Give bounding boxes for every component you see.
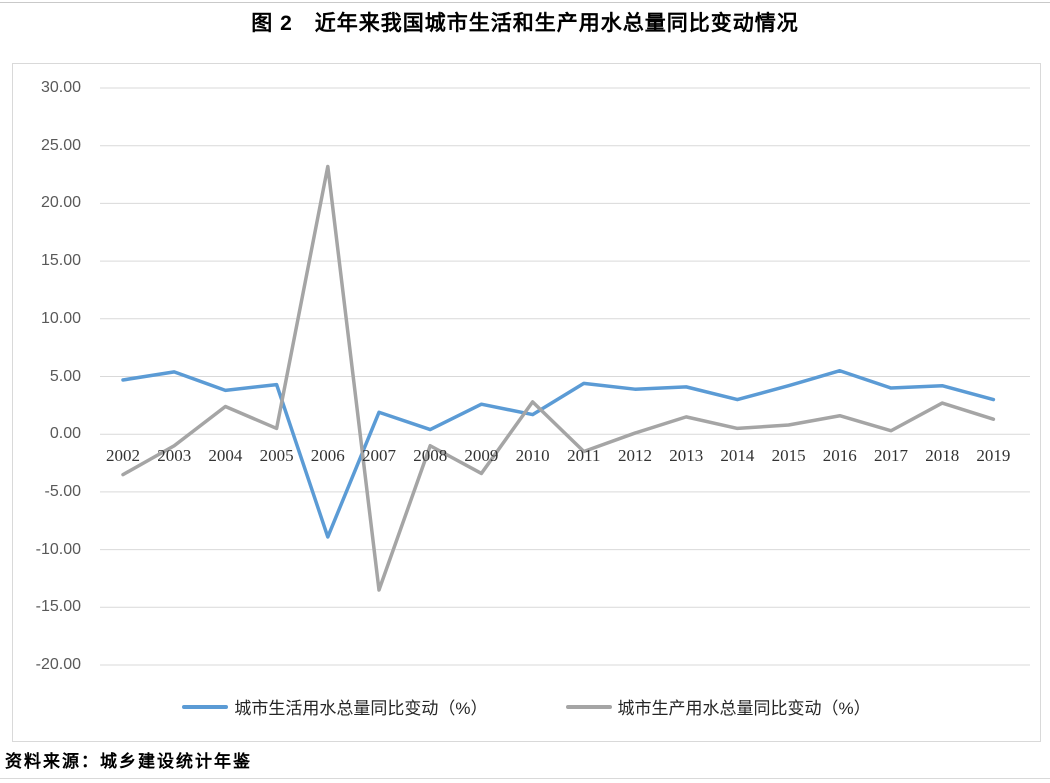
legend-label: 城市生产用水总量同比变动（%） <box>617 699 871 718</box>
chart-title: 图 2 近年来我国城市生活和生产用水总量同比变动情况 <box>251 12 799 35</box>
legend-item-0: 城市生活用水总量同比变动（%） <box>182 694 488 719</box>
legend-item-1: 城市生产用水总量同比变动（%） <box>565 694 871 719</box>
bottom-divider <box>0 778 1050 779</box>
source-note: 资料来源：城乡建设统计年鉴 <box>5 752 252 771</box>
series-line-1 <box>121 164 996 592</box>
legend: 城市生活用水总量同比变动（%） 城市生产用水总量同比变动（%） <box>13 694 1040 719</box>
plot-canvas <box>100 87 1030 666</box>
legend-label: 城市生活用水总量同比变动（%） <box>234 699 488 718</box>
top-divider <box>0 2 1050 3</box>
legend-line-swatch <box>565 704 612 709</box>
chart-area: 30.00 25.00 20.00 15.00 10.00 5.00 0.00 -5.00 -1… <box>12 63 1041 742</box>
legend-line-swatch <box>182 704 229 709</box>
series-line-0 <box>121 368 996 539</box>
